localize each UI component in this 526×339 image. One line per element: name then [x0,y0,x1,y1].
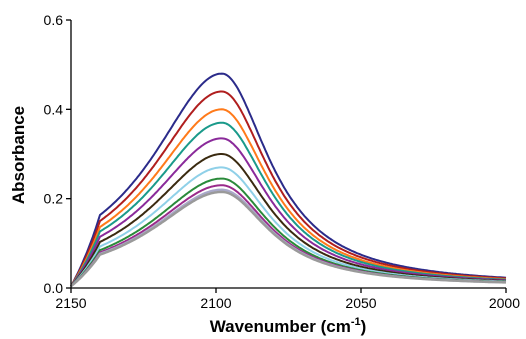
series-line [70,137,507,287]
series-line [70,153,506,287]
y-axis-title: Absorbance [9,106,28,204]
y-tick-label: 0.2 [44,191,64,207]
series-line [70,190,506,288]
series-line [70,90,507,287]
series-line [70,121,507,287]
x-axis-title-exponent: -1 [351,316,361,328]
ticks-layer: 0.0 0.2 0.4 0.6 2150 2100 2050 2000 [44,12,521,311]
x-tick-label: 2050 [345,295,376,311]
series-line [70,166,507,287]
x-axis-title: Wavenumber (cm-1) [210,316,367,336]
y-tick-label: 0.6 [44,12,64,28]
series-line [70,108,506,287]
x-tick-label: 2100 [200,295,231,311]
series-layer [70,72,507,288]
x-tick-label: 2150 [55,295,86,311]
series-line [70,72,507,287]
y-tick-label: 0.4 [44,101,64,117]
y-tick-label: 0.0 [44,280,64,296]
x-tick-label: 2000 [489,295,520,311]
x-axis-title-main: Wavenumber (cm [210,317,351,336]
x-axis-title-close: ) [361,317,367,336]
axes-layer [70,20,506,289]
